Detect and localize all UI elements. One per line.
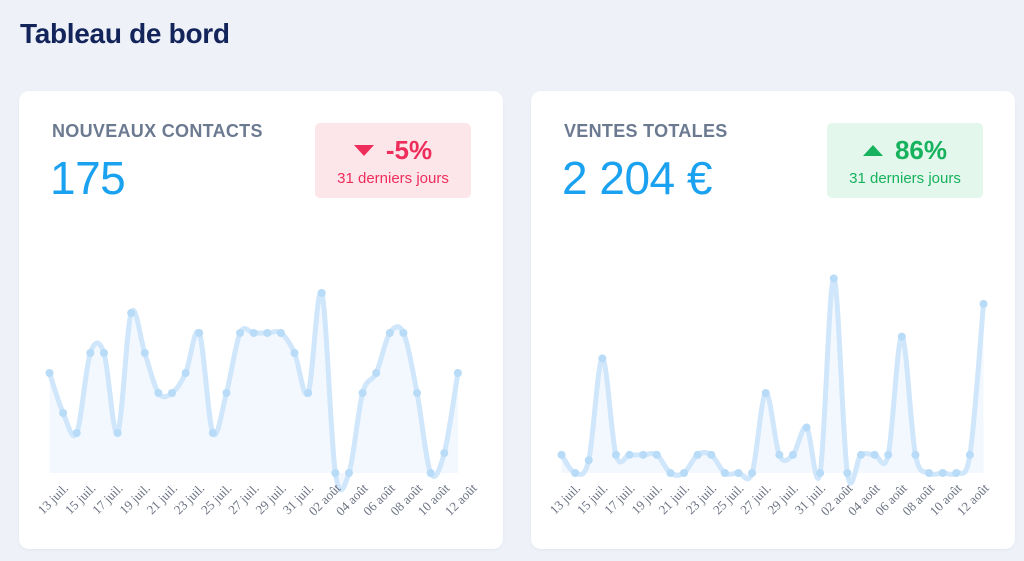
- data-point[interactable]: [113, 429, 122, 437]
- data-point[interactable]: [276, 329, 285, 337]
- data-point[interactable]: [734, 469, 743, 477]
- data-point[interactable]: [802, 423, 811, 432]
- data-point[interactable]: [154, 389, 163, 397]
- data-point[interactable]: [584, 456, 593, 465]
- data-point[interactable]: [666, 469, 675, 477]
- data-point[interactable]: [911, 450, 920, 459]
- data-point[interactable]: [557, 450, 566, 459]
- data-point[interactable]: [680, 469, 689, 477]
- data-point[interactable]: [598, 354, 607, 363]
- data-point[interactable]: [965, 450, 974, 459]
- data-point[interactable]: [372, 369, 381, 377]
- data-point[interactable]: [979, 299, 988, 308]
- data-point[interactable]: [652, 450, 661, 459]
- data-point[interactable]: [843, 469, 852, 477]
- data-point[interactable]: [453, 369, 462, 377]
- page-title: Tableau de bord: [20, 18, 230, 49]
- data-point[interactable]: [317, 289, 326, 297]
- trend-period: 31 derniers jours: [849, 169, 961, 187]
- arrow-up-icon: [862, 144, 883, 156]
- data-point[interactable]: [168, 389, 177, 397]
- data-point[interactable]: [99, 349, 108, 357]
- data-point[interactable]: [897, 332, 906, 341]
- data-point[interactable]: [140, 349, 149, 357]
- data-point[interactable]: [748, 469, 757, 477]
- data-point[interactable]: [707, 450, 716, 459]
- data-point[interactable]: [45, 369, 54, 377]
- data-point[interactable]: [358, 389, 367, 397]
- data-point[interactable]: [829, 274, 838, 283]
- kpi-label: VENTES TOTALES: [564, 121, 728, 141]
- data-point[interactable]: [86, 349, 95, 357]
- data-point[interactable]: [290, 349, 299, 357]
- trend-badge: -5% 31 derniers jours: [315, 123, 471, 198]
- data-point[interactable]: [399, 329, 408, 337]
- data-point[interactable]: [625, 450, 634, 459]
- data-point[interactable]: [236, 329, 245, 337]
- data-point[interactable]: [127, 309, 136, 317]
- data-point[interactable]: [775, 450, 784, 459]
- data-point[interactable]: [385, 329, 394, 337]
- data-point[interactable]: [181, 369, 190, 377]
- data-point[interactable]: [440, 449, 449, 457]
- data-point[interactable]: [952, 469, 961, 477]
- data-point[interactable]: [925, 469, 934, 477]
- data-point[interactable]: [249, 329, 258, 337]
- arrow-down-icon: [353, 144, 374, 156]
- total-sales-chart: 13 juil.15 juil.17 juil.19 juil.21 juil.…: [547, 274, 992, 518]
- data-point[interactable]: [938, 469, 947, 477]
- data-point[interactable]: [761, 389, 770, 397]
- data-point[interactable]: [571, 469, 580, 477]
- kpi-value: 175: [50, 152, 126, 204]
- data-point[interactable]: [870, 450, 879, 459]
- data-point[interactable]: [263, 329, 272, 337]
- data-point[interactable]: [331, 469, 340, 477]
- trend-badge: 86% 31 derniers jours: [827, 123, 983, 198]
- data-point[interactable]: [788, 450, 797, 459]
- new-contacts-chart: 13 juil.15 juil.17 juil.19 juil.21 juil.…: [35, 289, 480, 518]
- kpi-value: 2 204 €: [562, 152, 712, 204]
- new-contacts-card: 13 juil. 15 juil. 17 juil. 19 juil. 21 juil.…: [19, 91, 503, 549]
- series-area: [561, 278, 984, 483]
- data-point[interactable]: [208, 429, 217, 437]
- total-sales-card: 13 juil. 15 juil. 17 juil. 19 juil. 21 juil.…: [531, 91, 1015, 549]
- data-point[interactable]: [720, 469, 729, 477]
- data-point[interactable]: [693, 450, 702, 459]
- data-point[interactable]: [222, 389, 231, 397]
- data-point[interactable]: [816, 469, 825, 477]
- data-point[interactable]: [72, 429, 81, 437]
- x-tick-label: 12 août: [442, 480, 480, 518]
- data-point[interactable]: [59, 409, 68, 417]
- data-point[interactable]: [426, 469, 435, 477]
- data-point[interactable]: [611, 450, 620, 459]
- data-point[interactable]: [304, 389, 313, 397]
- x-tick-label: 12 août: [954, 480, 992, 518]
- kpi-label: NOUVEAUX CONTACTS: [52, 121, 263, 141]
- data-point[interactable]: [344, 469, 353, 477]
- trend-period: 31 derniers jours: [337, 169, 449, 187]
- data-point[interactable]: [413, 389, 422, 397]
- trend-percent: -5%: [385, 134, 433, 165]
- data-point[interactable]: [856, 450, 865, 459]
- trend-percent: 86%: [894, 134, 948, 165]
- data-point[interactable]: [884, 450, 893, 459]
- data-point[interactable]: [195, 329, 204, 337]
- data-point[interactable]: [639, 450, 648, 459]
